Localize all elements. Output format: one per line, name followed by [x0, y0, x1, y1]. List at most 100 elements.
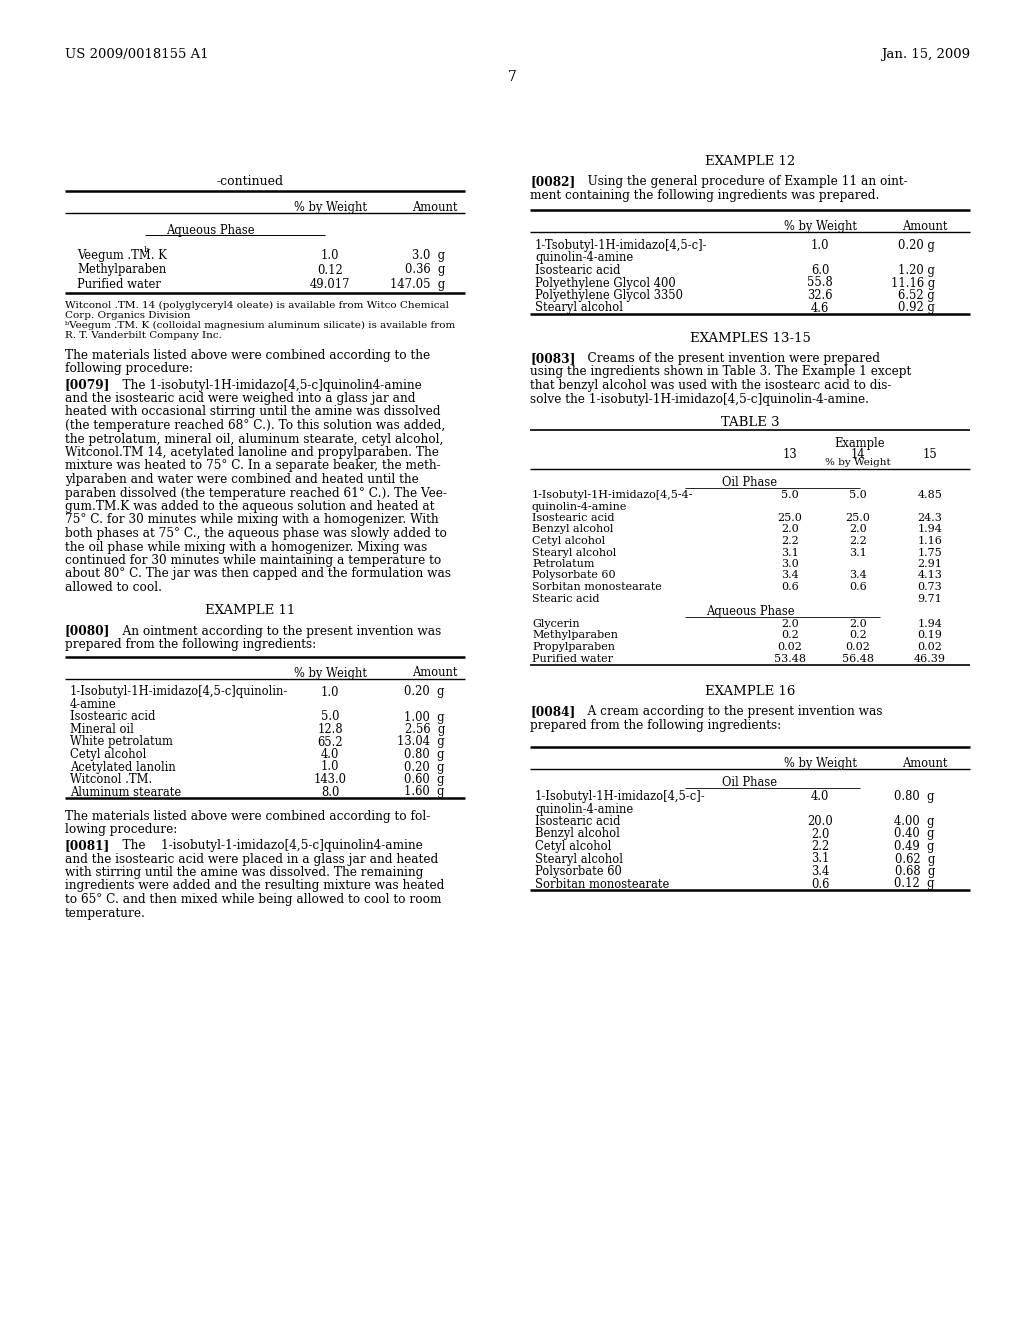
Text: following procedure:: following procedure:	[65, 362, 194, 375]
Text: ylparaben and water were combined and heated until the: ylparaben and water were combined and he…	[65, 473, 419, 486]
Text: heated with occasional stirring until the amine was dissolved: heated with occasional stirring until th…	[65, 405, 440, 418]
Text: Stearyl alcohol: Stearyl alcohol	[535, 301, 623, 314]
Text: Isostearic acid: Isostearic acid	[535, 814, 621, 828]
Text: (the temperature reached 68° C.). To this solution was added,: (the temperature reached 68° C.). To thi…	[65, 418, 445, 432]
Text: Polyethylene Glycol 3350: Polyethylene Glycol 3350	[535, 289, 683, 302]
Text: EXAMPLE 16: EXAMPLE 16	[705, 685, 796, 698]
Text: Methylparaben: Methylparaben	[532, 631, 618, 640]
Text: 3.1: 3.1	[781, 548, 799, 557]
Text: Cetyl alcohol: Cetyl alcohol	[535, 840, 611, 853]
Text: 2.0: 2.0	[849, 524, 867, 535]
Text: 6.0: 6.0	[811, 264, 829, 277]
Text: 20.0: 20.0	[807, 814, 833, 828]
Text: 25.0: 25.0	[777, 513, 803, 523]
Text: prepared from the following ingredients:: prepared from the following ingredients:	[530, 718, 781, 731]
Text: 9.71: 9.71	[918, 594, 942, 603]
Text: Benzyl alcohol: Benzyl alcohol	[535, 828, 620, 841]
Text: An ointment according to the present invention was: An ointment according to the present inv…	[106, 624, 441, 638]
Text: [0080]: [0080]	[65, 624, 111, 638]
Text: 0.49  g: 0.49 g	[895, 840, 935, 853]
Text: Using the general procedure of Example 11 an oint-: Using the general procedure of Example 1…	[572, 176, 907, 187]
Text: 147.05  g: 147.05 g	[390, 279, 445, 290]
Text: R. T. Vanderbilt Company Inc.: R. T. Vanderbilt Company Inc.	[65, 330, 222, 339]
Text: White petrolatum: White petrolatum	[70, 735, 173, 748]
Text: % by Weight: % by Weight	[783, 220, 856, 234]
Text: 6.52 g: 6.52 g	[898, 289, 935, 302]
Text: 0.19: 0.19	[918, 631, 942, 640]
Text: 1.00  g: 1.00 g	[404, 710, 445, 723]
Text: Mineral oil: Mineral oil	[70, 723, 134, 737]
Text: US 2009/0018155 A1: US 2009/0018155 A1	[65, 48, 209, 61]
Text: 0.12  g: 0.12 g	[895, 878, 935, 891]
Text: Amount: Amount	[902, 220, 948, 234]
Text: 1.16: 1.16	[918, 536, 942, 546]
Text: ᵇVeegum .TM. K (colloidal magnesium aluminum silicate) is available from: ᵇVeegum .TM. K (colloidal magnesium alum…	[65, 321, 456, 330]
Text: 0.12: 0.12	[317, 264, 343, 276]
Text: 5.0: 5.0	[849, 490, 867, 500]
Text: 0.80  g: 0.80 g	[404, 748, 445, 762]
Text: 0.68  g: 0.68 g	[895, 865, 935, 878]
Text: 55.8: 55.8	[807, 276, 833, 289]
Text: 2.0: 2.0	[811, 828, 829, 841]
Text: Oil Phase: Oil Phase	[723, 776, 777, 789]
Text: 7: 7	[508, 70, 516, 84]
Text: % by Weight: % by Weight	[294, 667, 367, 680]
Text: Aqueous Phase: Aqueous Phase	[166, 224, 254, 238]
Text: Isostearic acid: Isostearic acid	[532, 513, 614, 523]
Text: 4.0: 4.0	[811, 789, 829, 803]
Text: The materials listed above were combined according to fol-: The materials listed above were combined…	[65, 810, 430, 822]
Text: The materials listed above were combined according to the: The materials listed above were combined…	[65, 348, 430, 362]
Text: Aluminum stearate: Aluminum stearate	[70, 785, 181, 799]
Text: Glycerin: Glycerin	[532, 619, 580, 630]
Text: Witconol .TM.: Witconol .TM.	[70, 774, 153, 785]
Text: Stearyl alcohol: Stearyl alcohol	[532, 548, 616, 557]
Text: 4.00  g: 4.00 g	[895, 814, 935, 828]
Text: Sorbitan monostearate: Sorbitan monostearate	[535, 878, 670, 891]
Text: Veegum .TM. K: Veegum .TM. K	[77, 249, 167, 261]
Text: gum.TM.K was added to the aqueous solution and heated at: gum.TM.K was added to the aqueous soluti…	[65, 500, 434, 513]
Text: 13.04  g: 13.04 g	[397, 735, 445, 748]
Text: 24.3: 24.3	[918, 513, 942, 523]
Text: Witconol.TM 14, acetylated lanoline and propylparaben. The: Witconol.TM 14, acetylated lanoline and …	[65, 446, 439, 459]
Text: 2.2: 2.2	[849, 536, 867, 546]
Text: quinolin-4-amine: quinolin-4-amine	[535, 803, 633, 816]
Text: 1-Isobutyl-1H-imidazo[4,5-c]quinolin-: 1-Isobutyl-1H-imidazo[4,5-c]quinolin-	[70, 685, 288, 698]
Text: 4.0: 4.0	[321, 748, 339, 762]
Text: 2.0: 2.0	[781, 524, 799, 535]
Text: 13: 13	[782, 447, 798, 461]
Text: 1.94: 1.94	[918, 524, 942, 535]
Text: and the isostearic acid were placed in a glass jar and heated: and the isostearic acid were placed in a…	[65, 853, 438, 866]
Text: Amount: Amount	[413, 667, 458, 680]
Text: The 1-isobutyl-1H-imidazo[4,5-c]quinolin4-amine: The 1-isobutyl-1H-imidazo[4,5-c]quinolin…	[106, 379, 422, 392]
Text: 1.0: 1.0	[321, 760, 339, 774]
Text: 15: 15	[923, 447, 937, 461]
Text: quinolin-4-amine: quinolin-4-amine	[535, 252, 633, 264]
Text: Creams of the present invention were prepared: Creams of the present invention were pre…	[572, 352, 880, 366]
Text: 2.91: 2.91	[918, 558, 942, 569]
Text: Polysorbate 60: Polysorbate 60	[535, 865, 622, 878]
Text: 0.02: 0.02	[918, 642, 942, 652]
Text: 4.85: 4.85	[918, 490, 942, 500]
Text: 25.0: 25.0	[846, 513, 870, 523]
Text: 2.2: 2.2	[811, 840, 829, 853]
Text: 0.20  g: 0.20 g	[404, 685, 445, 698]
Text: temperature.: temperature.	[65, 907, 145, 920]
Text: [0081]: [0081]	[65, 840, 111, 851]
Text: 1.75: 1.75	[918, 548, 942, 557]
Text: 1-Isobutyl-1H-imidazo[4,5-c]-: 1-Isobutyl-1H-imidazo[4,5-c]-	[535, 789, 706, 803]
Text: [0084]: [0084]	[530, 705, 575, 718]
Text: prepared from the following ingredients:: prepared from the following ingredients:	[65, 638, 316, 651]
Text: 1.0: 1.0	[811, 239, 829, 252]
Text: 1.94: 1.94	[918, 619, 942, 630]
Text: about 80° C. The jar was then capped and the formulation was: about 80° C. The jar was then capped and…	[65, 568, 451, 581]
Text: Jan. 15, 2009: Jan. 15, 2009	[881, 48, 970, 61]
Text: % by Weight: % by Weight	[294, 201, 367, 214]
Text: % by Weight: % by Weight	[783, 756, 856, 770]
Text: Cetyl alcohol: Cetyl alcohol	[70, 748, 146, 762]
Text: 0.20  g: 0.20 g	[404, 760, 445, 774]
Text: 2.2: 2.2	[781, 536, 799, 546]
Text: 3.0: 3.0	[781, 558, 799, 569]
Text: 0.6: 0.6	[811, 878, 829, 891]
Text: 2.0: 2.0	[849, 619, 867, 630]
Text: with stirring until the amine was dissolved. The remaining: with stirring until the amine was dissol…	[65, 866, 423, 879]
